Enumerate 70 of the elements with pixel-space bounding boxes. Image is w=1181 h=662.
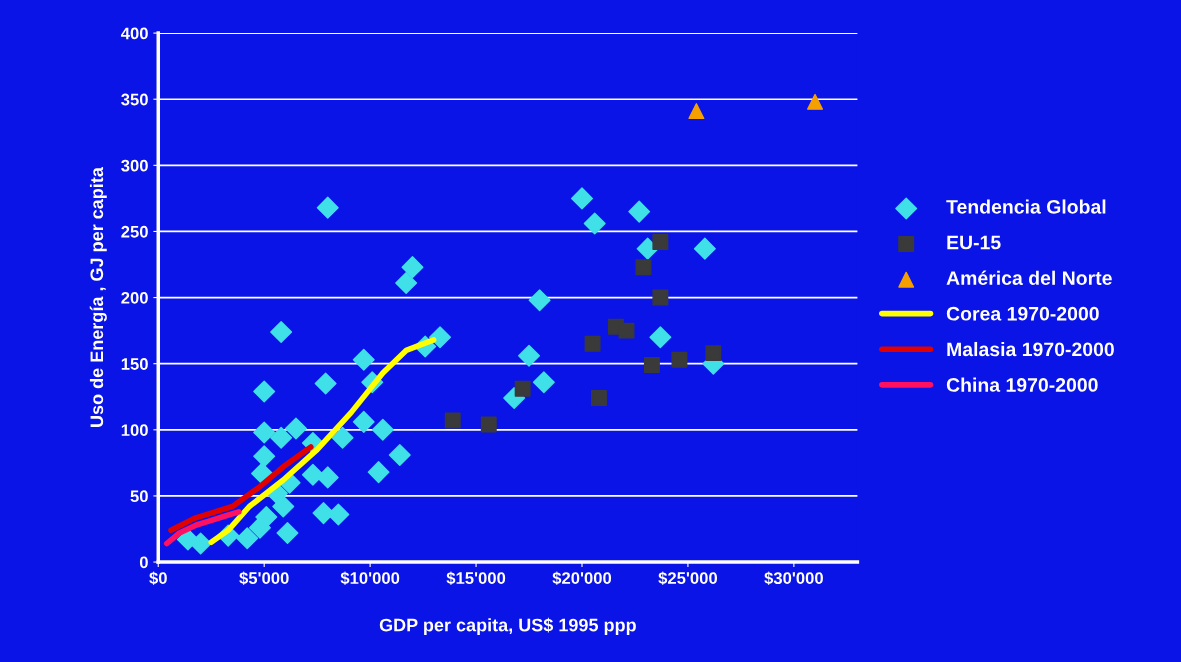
- y-tick-label: 50: [130, 490, 148, 503]
- point: [352, 348, 375, 371]
- point: [570, 187, 593, 210]
- x-tick-label: $15'000: [446, 571, 506, 586]
- y-tick-label: 150: [121, 358, 148, 370]
- y-tick-label: 400: [120, 27, 148, 40]
- point: [236, 527, 259, 550]
- point: [316, 196, 339, 219]
- y-tick-label: 200: [121, 291, 148, 304]
- y-tick-label: 350: [121, 93, 148, 106]
- point: [253, 445, 276, 468]
- legend-label: América del Norte: [946, 270, 1112, 285]
- point: [327, 503, 350, 526]
- point: [270, 426, 293, 449]
- point: [652, 289, 669, 306]
- point: [584, 335, 601, 352]
- legend-label: Tendencia Global: [946, 199, 1106, 214]
- point: [688, 103, 705, 120]
- y-tick-label: 300: [121, 159, 148, 172]
- point: [652, 234, 669, 251]
- y-tick-label: 100: [121, 424, 148, 437]
- legend-label: Malasia 1970-2000: [947, 341, 1114, 357]
- point: [395, 272, 418, 295]
- point: [270, 320, 293, 343]
- x-tick-label: $25'000: [658, 571, 718, 586]
- point: [618, 322, 635, 339]
- x-tick-label: $0: [149, 571, 167, 586]
- point: [693, 237, 716, 260]
- point: [643, 357, 660, 373]
- point: [272, 495, 295, 518]
- point: [352, 410, 375, 433]
- x-tick-label: $20'000: [552, 571, 612, 586]
- point: [371, 418, 394, 441]
- point: [429, 326, 452, 349]
- y-axis-title: Uso de Energía , GJ per capita: [89, 167, 107, 427]
- point: [649, 326, 672, 349]
- point: [367, 461, 390, 484]
- legend-label: EU-15: [947, 235, 1001, 250]
- point: [253, 380, 276, 403]
- point: [480, 416, 497, 433]
- legend-label: Corea 1970-2000: [946, 306, 1099, 321]
- y-tick-label: 250: [121, 225, 148, 238]
- x-tick-label: $10'000: [340, 571, 400, 586]
- x-tick-label: $5'000: [239, 571, 289, 586]
- point: [316, 466, 339, 489]
- point: [518, 344, 541, 367]
- point: [528, 289, 551, 312]
- point: [388, 443, 411, 466]
- point: [314, 372, 337, 395]
- point: [532, 371, 555, 394]
- point: [635, 259, 652, 276]
- point: [276, 521, 299, 544]
- point: [331, 426, 354, 449]
- point: [401, 256, 424, 279]
- x-axis-title: GDP per capita, US$ 1995 ppp: [379, 617, 636, 635]
- legend-label: China 1970-2000: [946, 377, 1098, 392]
- y-tick-label: 0: [139, 556, 148, 569]
- point: [284, 417, 307, 440]
- point: [590, 390, 607, 407]
- point: [807, 93, 824, 110]
- x-tick-label: $30'000: [764, 571, 823, 586]
- point: [444, 412, 461, 429]
- point: [583, 212, 606, 235]
- point: [301, 463, 324, 486]
- point: [248, 516, 271, 539]
- point: [514, 380, 531, 397]
- point: [671, 351, 688, 368]
- point: [628, 200, 651, 223]
- point: [705, 345, 722, 362]
- point: [253, 421, 276, 444]
